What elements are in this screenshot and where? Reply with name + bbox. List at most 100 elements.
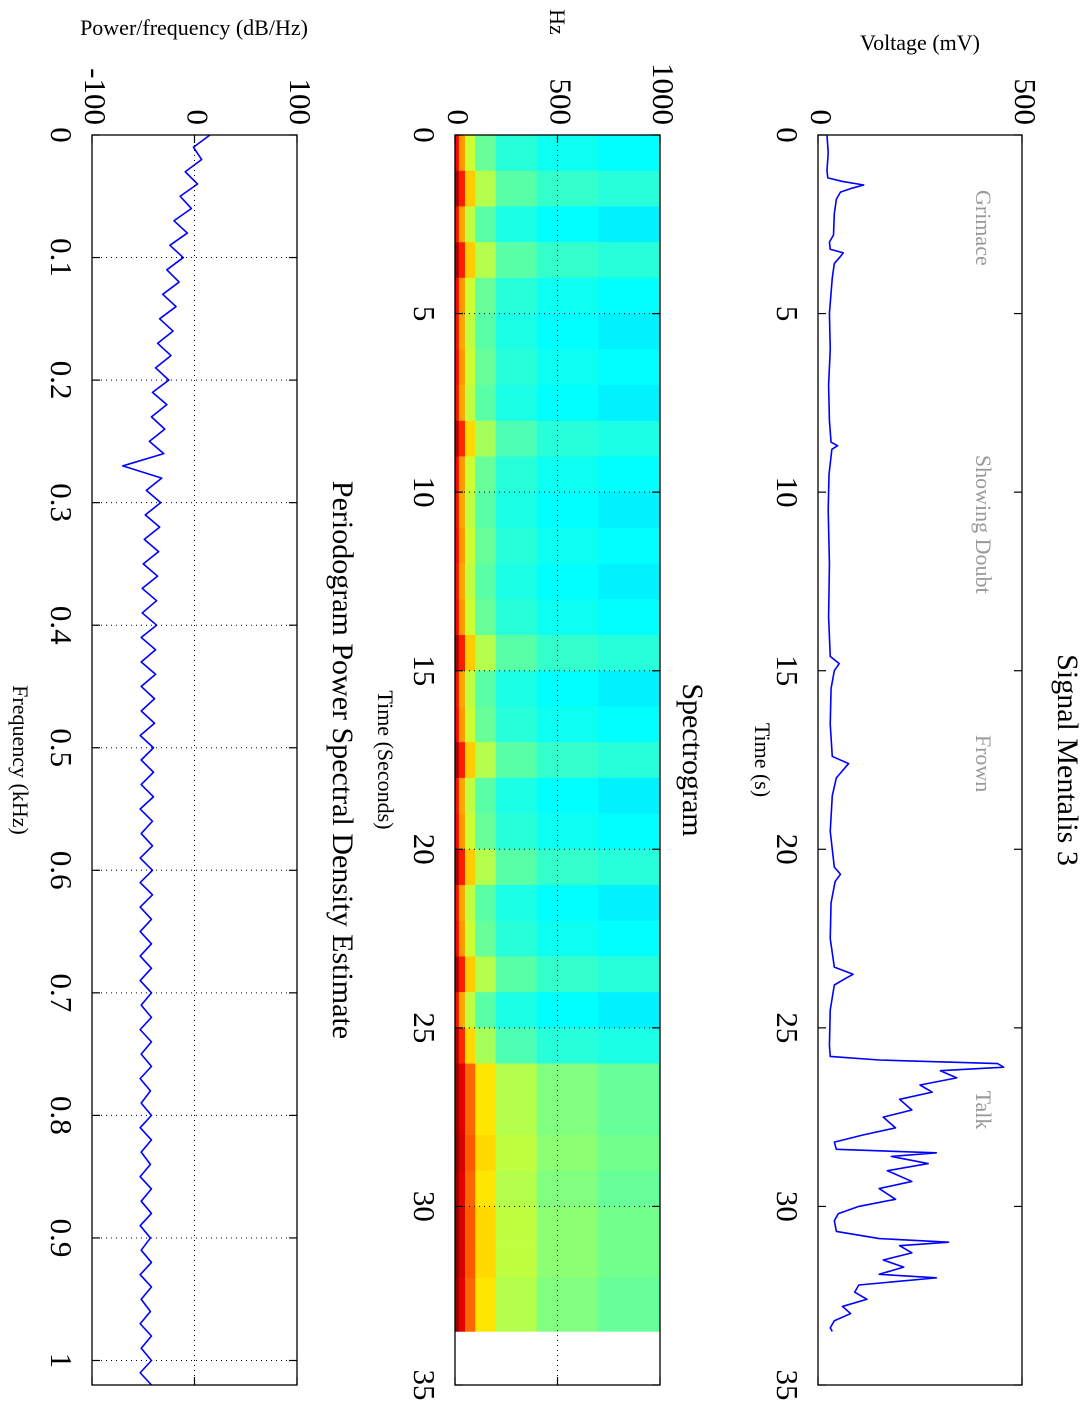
- heatmap-cell: [495, 527, 537, 564]
- heatmap-cell: [495, 456, 537, 493]
- heatmap-cell: [495, 1099, 537, 1136]
- heatmap-cell: [454, 1170, 460, 1207]
- heatmap-cell: [475, 170, 496, 207]
- heatmap-cell: [454, 1027, 460, 1064]
- heatmap-cell: [536, 706, 599, 743]
- heatmap-cell: [495, 563, 537, 600]
- heatmap-cell: [454, 742, 460, 779]
- heatmap-cell: [464, 635, 476, 672]
- heatmap-cell: [454, 563, 460, 600]
- heatmap-cell: [536, 1242, 599, 1279]
- heatmap-cell: [536, 1099, 599, 1136]
- heatmap-cell: [536, 1313, 599, 1332]
- heatmap-cell: [536, 956, 599, 993]
- y-tick-label: -100: [78, 68, 113, 125]
- heatmap-cell: [598, 277, 660, 314]
- heatmap-cell: [475, 527, 496, 564]
- heatmap-cell: [495, 420, 537, 457]
- heatmap-cell: [475, 456, 496, 493]
- heatmap-cell: [536, 277, 599, 314]
- annotation: Showing Doubt: [971, 455, 996, 594]
- heatmap-cell: [536, 313, 599, 350]
- heatmap-cell: [495, 135, 537, 172]
- x-tick-label: 5: [770, 306, 805, 322]
- heatmap-cell: [475, 670, 496, 707]
- heatmap-cell: [454, 135, 460, 172]
- heatmap-cell: [536, 456, 599, 493]
- heatmap-cell: [464, 885, 476, 922]
- heatmap-cell: [464, 1135, 476, 1172]
- line-series: [121, 134, 211, 1386]
- heatmap-cell: [536, 1135, 599, 1172]
- heatmap-cell: [536, 920, 599, 957]
- heatmap-cell: [495, 706, 537, 743]
- heatmap-cell: [495, 599, 537, 636]
- heatmap-cell: [475, 777, 496, 814]
- heatmap-cell: [454, 885, 460, 922]
- heatmap-cell: [464, 1099, 476, 1136]
- heatmap-cell: [598, 1242, 660, 1279]
- heatmap-cell: [536, 492, 599, 529]
- heatmap-cell: [475, 1027, 496, 1064]
- heatmap-cell: [598, 527, 660, 564]
- heatmap-cell: [495, 242, 537, 279]
- heatmap-cell: [495, 1277, 537, 1314]
- heatmap-cell: [464, 242, 476, 279]
- x-tick-label: 35: [770, 1370, 805, 1401]
- heatmap-cell: [598, 885, 660, 922]
- heatmap-cell: [454, 206, 460, 243]
- heatmap-cell: [475, 563, 496, 600]
- annotation: Grimace: [971, 190, 996, 266]
- heatmap-cell: [454, 1135, 460, 1172]
- heatmap-cell: [458, 313, 466, 350]
- x-axis-label: Frequency (kHz): [8, 685, 33, 835]
- heatmap-cell: [454, 456, 460, 493]
- heatmap-cell: [475, 813, 496, 850]
- heatmap-cell: [598, 742, 660, 779]
- x-tick-label: 0: [407, 127, 442, 143]
- heatmap-cell: [464, 1313, 476, 1332]
- heatmap-cell: [454, 813, 460, 850]
- heatmap-cell: [475, 492, 496, 529]
- axes-frame: [91, 134, 298, 1386]
- heatmap-cell: [536, 635, 599, 672]
- heatmap-cell: [475, 920, 496, 957]
- heatmap-cell: [475, 956, 496, 993]
- heatmap-cell: [598, 563, 660, 600]
- heatmap-cell: [464, 1027, 476, 1064]
- x-tick-label: 0.7: [44, 973, 79, 1012]
- heatmap-cell: [454, 1242, 460, 1279]
- x-tick-label: 0.5: [44, 728, 79, 767]
- heatmap-cell: [495, 1313, 537, 1332]
- chart-title: Spectrogram: [676, 683, 709, 836]
- heatmap-cell: [598, 1027, 660, 1064]
- heatmap-cell: [536, 1206, 599, 1243]
- heatmap-cell: [464, 920, 476, 957]
- heatmap-cell: [464, 742, 476, 779]
- heatmap-cell: [464, 492, 476, 529]
- heatmap-cell: [458, 813, 466, 850]
- x-tick-label: 30: [407, 1191, 442, 1222]
- heatmap-cell: [458, 563, 466, 600]
- x-tick-label: 25: [770, 1012, 805, 1043]
- heatmap-cell: [475, 385, 496, 422]
- y-axis-label: Hz: [545, 9, 570, 35]
- heatmap-cell: [598, 313, 660, 350]
- heatmap-cell: [536, 135, 599, 172]
- heatmap-cell: [454, 349, 460, 386]
- y-tick-label: 1000: [646, 63, 681, 125]
- y-tick-label: 500: [1008, 79, 1043, 126]
- heatmap-cell: [475, 599, 496, 636]
- heatmap-cell: [536, 420, 599, 457]
- heatmap-cell: [454, 385, 460, 422]
- heatmap-cell: [458, 1063, 466, 1100]
- heatmap-cell: [458, 1027, 466, 1064]
- heatmap-cell: [475, 135, 496, 172]
- chart-title: Signal Mentalis 3: [1051, 654, 1084, 866]
- x-tick-label: 15: [770, 655, 805, 686]
- heatmap-cell: [475, 242, 496, 279]
- heatmap-cell: [458, 992, 466, 1029]
- heatmap-cell: [536, 599, 599, 636]
- x-tick-label: 0.1: [44, 238, 79, 277]
- heatmap-cell: [475, 420, 496, 457]
